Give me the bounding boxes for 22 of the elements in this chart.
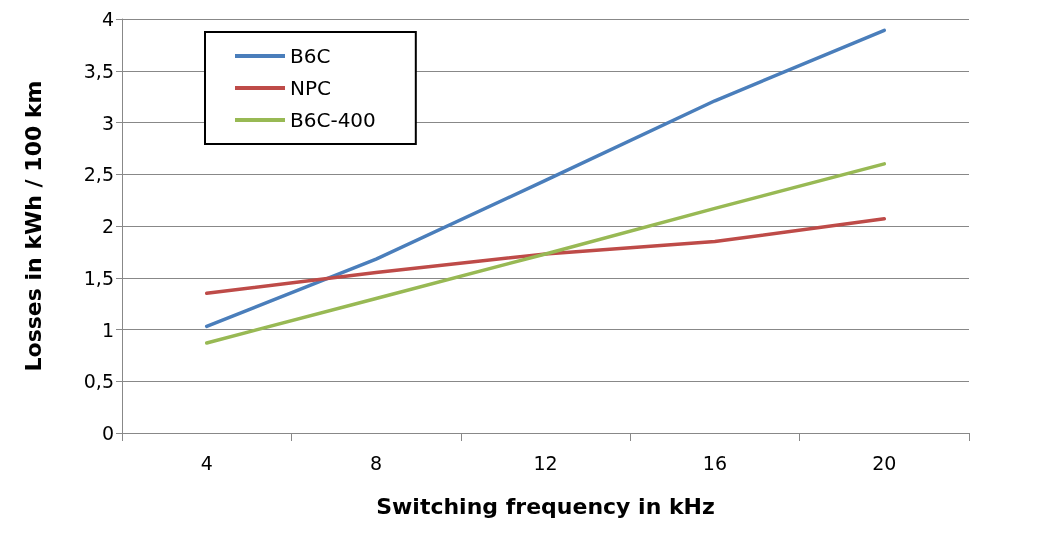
x-tick-label: 8: [370, 451, 383, 474]
legend-label: B6C-400: [290, 108, 376, 132]
y-tick-label: 2: [101, 215, 114, 237]
y-tick-label: 0: [101, 422, 114, 444]
x-axis-title: Switching frequency in kHz: [376, 493, 715, 519]
legend-label: B6C: [290, 44, 331, 68]
y-tick-label: 3: [101, 111, 114, 134]
line-series: [204, 28, 887, 329]
x-tick-label: 4: [200, 451, 213, 474]
x-tick-label: 20: [872, 451, 897, 474]
y-tick-label: 2,5: [83, 163, 114, 186]
x-tick-label: 12: [533, 451, 558, 474]
y-tick-label: 0,5: [83, 370, 114, 393]
line-series: [204, 217, 887, 296]
y-tick-label: 4: [101, 8, 114, 30]
y-tick-label: 1: [101, 318, 114, 341]
y-tick-label: 3,5: [83, 59, 114, 82]
line-series: [204, 162, 887, 345]
x-tick-label: 16: [702, 451, 727, 474]
y-axis-title: Losses in kWh / 100 km: [20, 80, 46, 372]
y-tick-label: 1,5: [83, 266, 114, 289]
legend-label: NPC: [290, 76, 331, 100]
